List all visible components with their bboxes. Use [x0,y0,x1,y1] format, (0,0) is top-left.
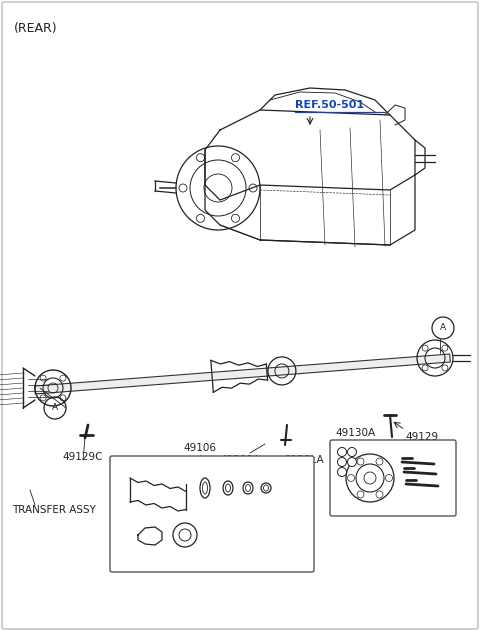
Text: 49129C: 49129C [62,452,103,462]
Text: 49106: 49106 [183,443,216,453]
Text: (REAR): (REAR) [14,22,58,35]
Circle shape [348,475,355,481]
Text: REF.50-501: REF.50-501 [295,100,364,110]
Circle shape [357,491,364,498]
Text: A: A [52,403,58,413]
Polygon shape [35,354,450,394]
Text: TRANSFER ASSY: TRANSFER ASSY [12,505,96,515]
Circle shape [337,457,347,466]
Circle shape [348,447,357,456]
Circle shape [348,457,357,466]
Circle shape [337,468,347,476]
FancyBboxPatch shape [110,456,314,572]
Circle shape [376,491,383,498]
Circle shape [357,458,364,465]
Circle shape [385,475,393,481]
Text: 49129: 49129 [405,432,438,442]
Circle shape [337,447,347,456]
Text: 1129LA: 1129LA [285,455,324,465]
Text: 49300A: 49300A [220,455,260,465]
Text: A: A [440,324,446,333]
Circle shape [376,458,383,465]
Text: 49130A: 49130A [335,428,375,438]
FancyBboxPatch shape [330,440,456,516]
